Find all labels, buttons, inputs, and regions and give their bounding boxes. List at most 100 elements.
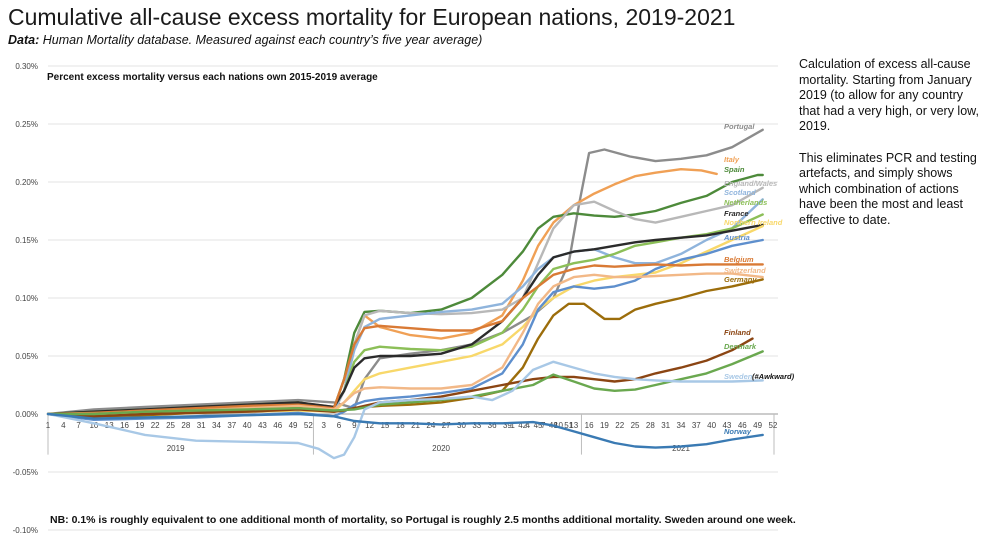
x-tick-label: 34	[677, 421, 686, 430]
x-tick-label: 18	[396, 421, 405, 430]
series-label-finland: Finland	[724, 328, 751, 337]
x-tick-label: 12	[365, 421, 374, 430]
x-tick-label: 15	[380, 421, 389, 430]
x-tick-label: 13	[569, 421, 578, 430]
series-label-netherlands: Netherlands	[724, 198, 767, 207]
x-tick-label: 43	[258, 421, 267, 430]
x-tick-label: 28	[181, 421, 190, 430]
x-tick-label: 13	[105, 421, 114, 430]
series-labels: PortugalItalySpainEngland/WalesScotlandN…	[723, 122, 795, 436]
y-tick-label: 0.20%	[15, 178, 38, 187]
x-tick-label: 37	[227, 421, 236, 430]
x-tick-label: 10	[89, 421, 98, 430]
chart-inner-title: Percent excess mortality versus each nat…	[47, 72, 378, 83]
x-tick-label: 46	[738, 421, 747, 430]
chart-title: Cumulative all-cause excess mortality fo…	[8, 4, 736, 30]
x-tick-label: 16	[120, 421, 129, 430]
x-tick-label: 31	[197, 421, 206, 430]
series-line-austria	[46, 238, 764, 421]
x-tick-label: 19	[135, 421, 144, 430]
series-label-switzerland: Switzerland	[724, 266, 766, 275]
x-tick-label: 4	[526, 421, 531, 430]
y-tick-label: -0.10%	[13, 526, 38, 535]
series-line-belgium	[46, 263, 764, 416]
x-tick-label: 40	[707, 421, 716, 430]
x-tick-label: 31	[661, 421, 670, 430]
series-label-scotland: Scotland	[724, 188, 756, 197]
x-tick-label: 25	[166, 421, 175, 430]
series-line-finland	[46, 337, 754, 418]
x-tick-label: 51	[564, 421, 573, 430]
x-tick-label: 6	[337, 421, 342, 430]
x-tick-label: 45	[534, 421, 543, 430]
series-line-france	[46, 223, 764, 416]
x-tick-label: 1	[510, 421, 515, 430]
series-lines	[46, 128, 764, 460]
x-tick-label: 36	[488, 421, 497, 430]
x-tick-label: 3	[321, 421, 326, 430]
x-tick-label: 34	[212, 421, 221, 430]
x-tick-label: 24	[426, 421, 435, 430]
x-tick-label: 42	[518, 421, 527, 430]
series-label-germany: Germany	[724, 275, 757, 284]
x-tick-label: 39	[503, 421, 512, 430]
y-tick-label: 0.25%	[15, 120, 38, 129]
series-label-austria: Austria	[723, 233, 750, 242]
series-label-portugal: Portugal	[724, 122, 755, 131]
series-label-sweden: Sweden	[724, 372, 753, 381]
x-tick-label: 49	[289, 421, 298, 430]
y-tick-label: 0.05%	[15, 352, 38, 361]
x-tick-label: 7	[541, 421, 546, 430]
x-axis-tick-labels: 1 4 7 10 13 16 19 22 25 28 31 34 37 40 43 46 49 52 3 6 9 12 15…	[46, 421, 778, 453]
year-label: 2019	[167, 444, 185, 453]
x-tick-label: 7	[76, 421, 81, 430]
side-note-paragraph-1: Calculation of excess all-cause mortalit…	[799, 57, 979, 133]
subtitle-label: Data:	[8, 33, 40, 47]
x-tick-label: 21	[411, 421, 420, 430]
x-tick-label: 25	[631, 421, 640, 430]
y-tick-label: 0.15%	[15, 236, 38, 245]
series-label-italy: Italy	[724, 155, 740, 164]
year-label: 2020	[432, 444, 450, 453]
series-label-belgium: Belgium	[724, 255, 754, 264]
x-tick-label: 37	[692, 421, 701, 430]
series-line-denmark	[46, 350, 764, 416]
y-tick-label: 0.30%	[15, 62, 38, 71]
series-line-sweden	[46, 360, 764, 460]
series-label-norway: Norway	[724, 427, 752, 436]
x-tick-label: 33	[472, 421, 481, 430]
y-tick-label: -0.05%	[13, 468, 38, 477]
series-label-france: France	[724, 209, 749, 218]
x-tick-label: 46	[273, 421, 282, 430]
awkward-annotation: (#Awkward)	[752, 372, 795, 381]
series-line-spain	[46, 173, 764, 416]
x-tick-label: 40	[243, 421, 252, 430]
series-line-switzerland	[46, 272, 764, 416]
series-label-spain: Spain	[724, 165, 745, 174]
x-tick-label: 9	[352, 421, 357, 430]
x-tick-label: 16	[585, 421, 594, 430]
side-note-paragraph-2: This eliminates PCR and testing artefact…	[799, 150, 977, 227]
x-tick-label: 30	[457, 421, 466, 430]
x-tick-label: 52	[304, 421, 313, 430]
series-label-denmark: Denmark	[724, 342, 757, 351]
x-tick-label: 27	[442, 421, 451, 430]
chart-subtitle: Data: Human Mortality database. Measured…	[8, 33, 482, 47]
x-tick-label: 19	[600, 421, 609, 430]
side-note: Calculation of excess all-cause mortalit…	[799, 57, 979, 244]
x-tick-label: 4	[61, 421, 66, 430]
x-tick-label: 52	[768, 421, 777, 430]
series-label-england-wales: England/Wales	[724, 179, 777, 188]
y-axis-tick-labels: -0.10% -0.05% 0.00% 0.05% 0.10% 0.15% 0.20% 0.2…	[13, 62, 38, 535]
x-tick-label: 1	[46, 421, 51, 430]
year-label: 2021	[672, 444, 690, 453]
x-tick-label: 10	[554, 421, 563, 430]
x-tick-label: 28	[646, 421, 655, 430]
footnote: NB: 0.1% is roughly equivalent to one ad…	[50, 514, 796, 526]
series-line-norway	[46, 412, 764, 449]
x-tick-label: 22	[151, 421, 160, 430]
x-tick-label: 49	[753, 421, 762, 430]
y-tick-label: 0.00%	[15, 410, 38, 419]
subtitle-text: Human Mortality database. Measured again…	[39, 33, 483, 47]
